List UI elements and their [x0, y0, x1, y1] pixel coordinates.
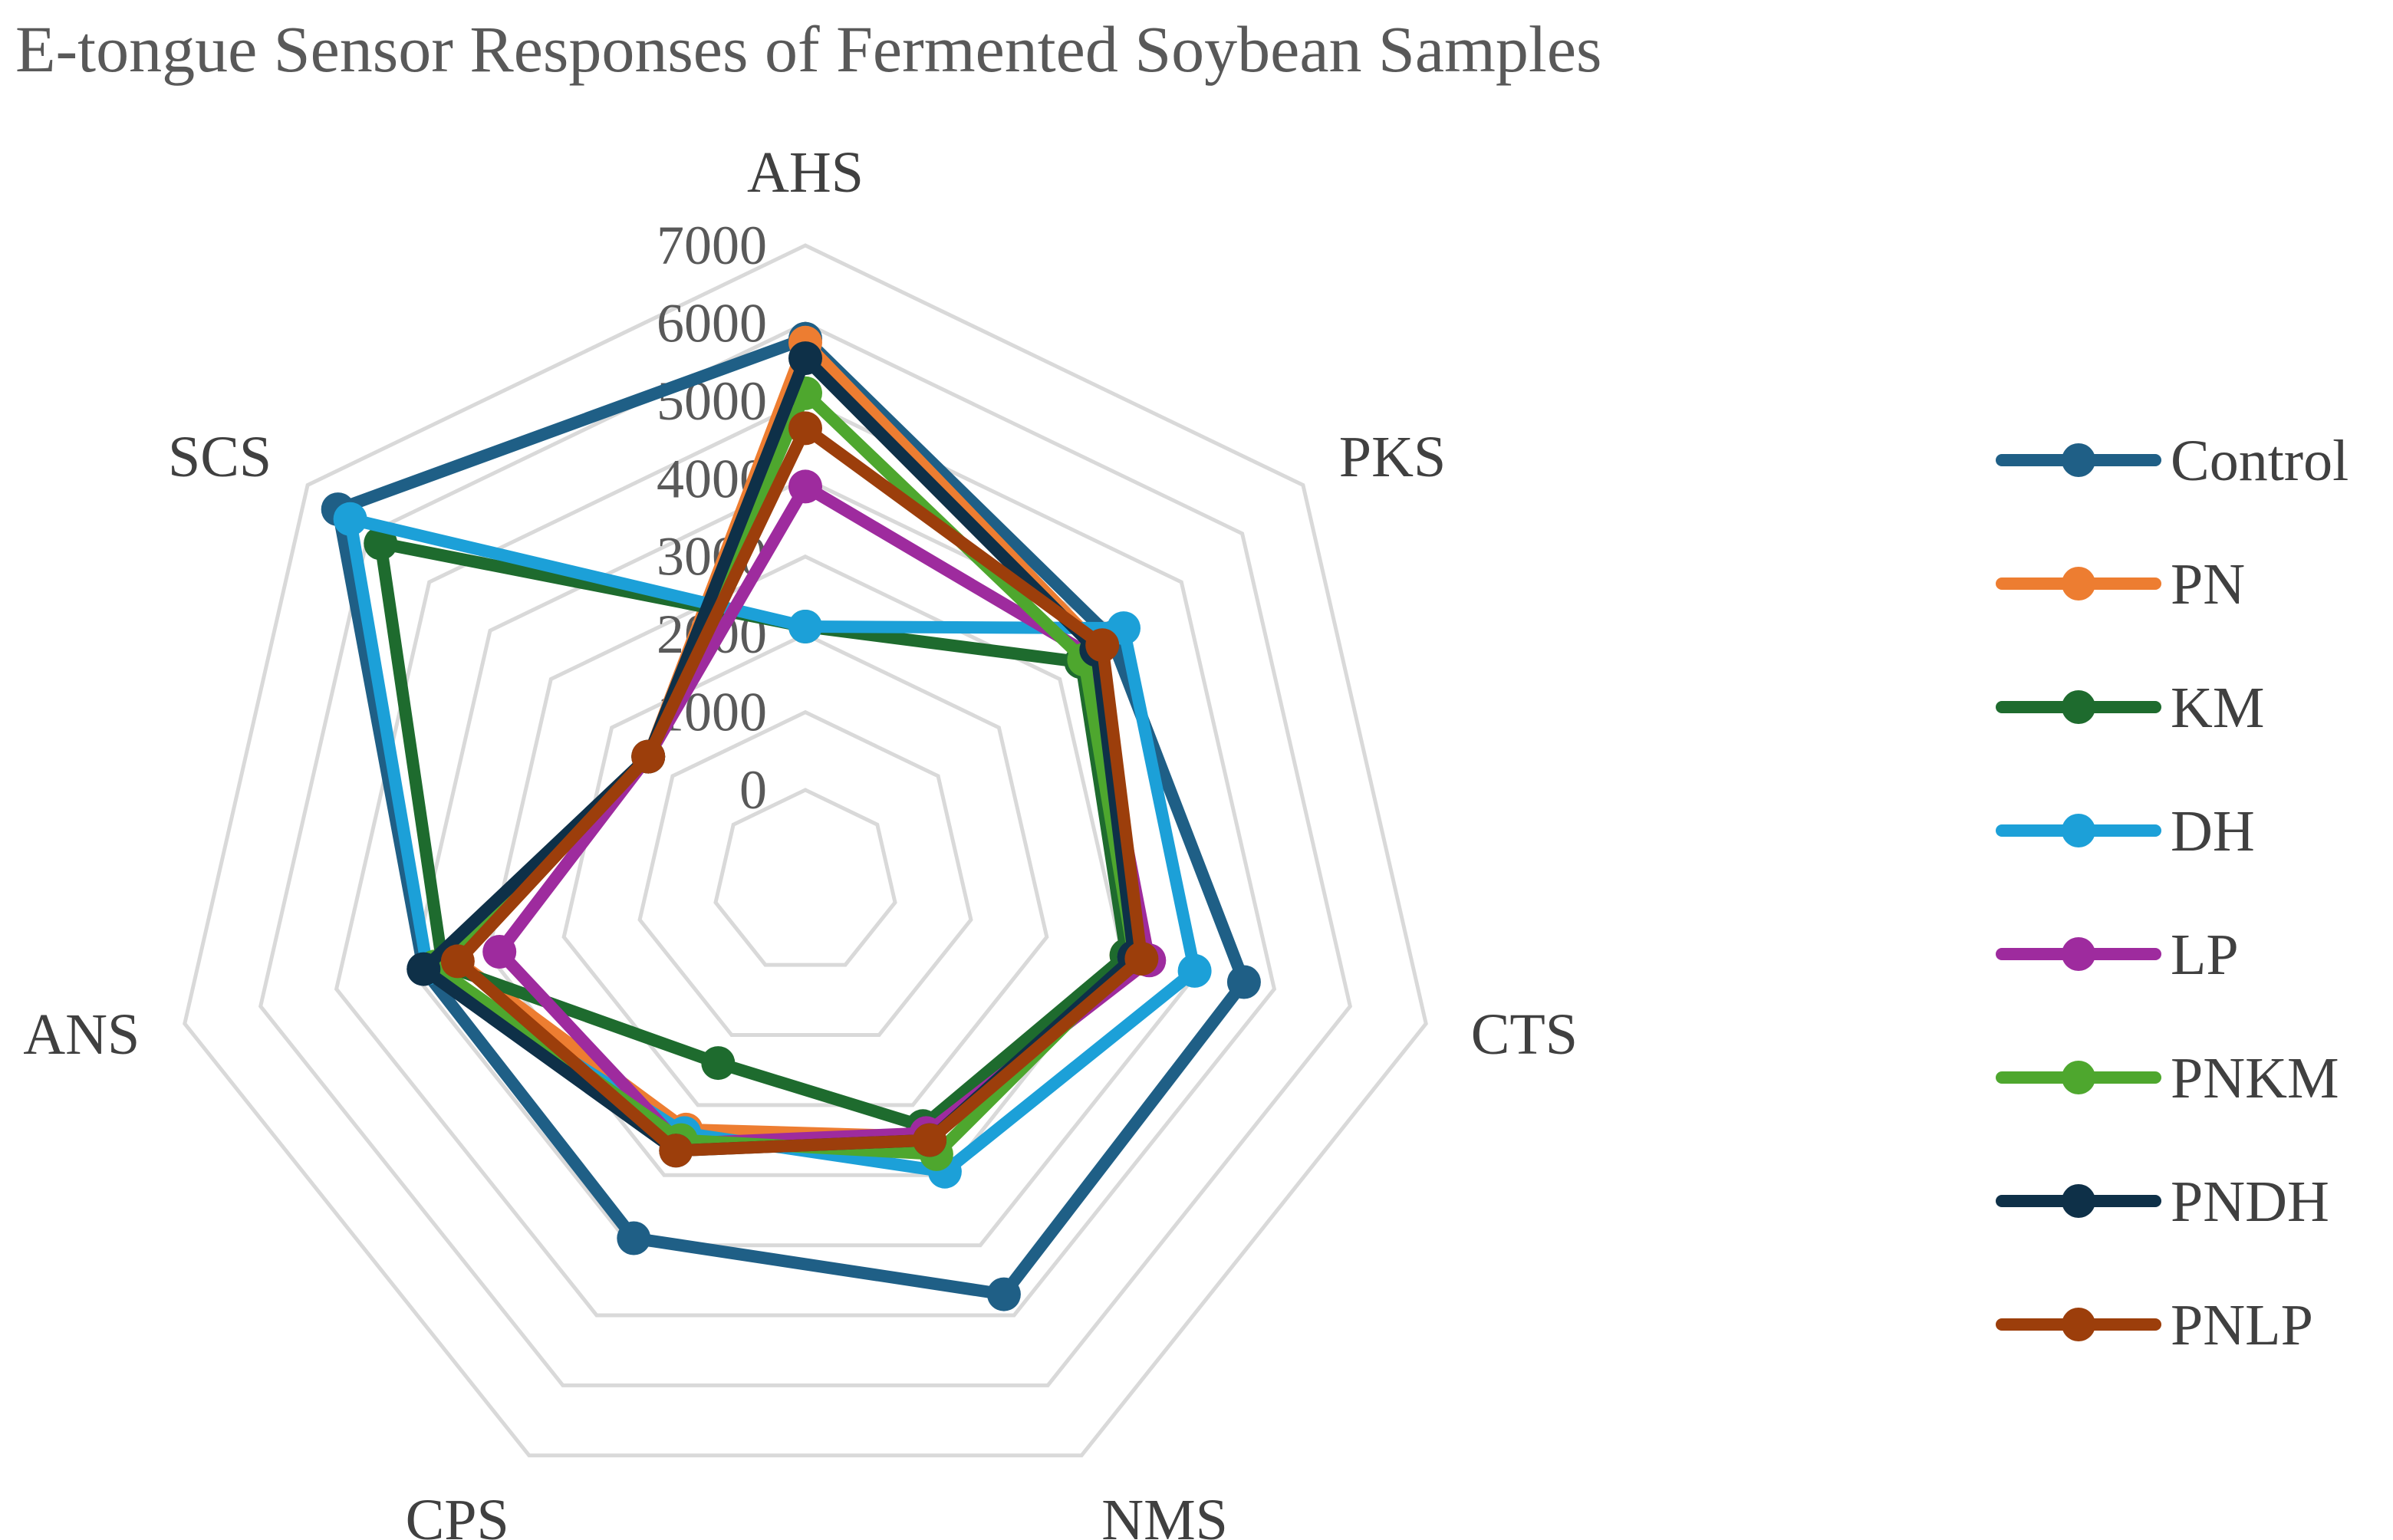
legend-item-pnlp[interactable]: PNLP: [1996, 1293, 2313, 1357]
grid-ring: [561, 632, 1049, 1107]
data-point-pnlp-ans: [440, 944, 475, 979]
legend-swatch-marker: [2062, 1308, 2095, 1341]
legend-swatch-marker: [2062, 814, 2095, 847]
series-pnlp: [440, 411, 1159, 1168]
tick-label: 7000: [657, 215, 767, 276]
tick-label: 6000: [657, 292, 767, 354]
data-point-lp-ahs: [788, 469, 822, 504]
axis-label-pks: PKS: [1339, 425, 1446, 489]
axis-label-layer: AHS PKS CTS NMS CPS ANS SCS: [23, 140, 1578, 1540]
legend-label: Control: [2171, 429, 2349, 493]
axis-label-scs: SCS: [168, 425, 272, 489]
legend-swatch-marker: [2062, 1184, 2095, 1218]
axis-label-nms: NMS: [1101, 1488, 1228, 1540]
grid-ring: [637, 709, 973, 1037]
grid-ring: [486, 554, 1125, 1177]
data-point-pndh-ans: [407, 952, 441, 986]
legend-item-pn[interactable]: PN: [1996, 552, 2245, 617]
legend-label: KM: [2171, 676, 2264, 740]
legend-label: PNDH: [2171, 1170, 2329, 1234]
axis-label-ans: ANS: [23, 1002, 140, 1067]
legend-item-lp[interactable]: LP: [1996, 923, 2239, 987]
legend-item-control[interactable]: Control: [1996, 429, 2349, 493]
data-point-pnlp-scs: [631, 739, 666, 774]
legend-label: DH: [2171, 799, 2255, 864]
legend-label: LP: [2171, 923, 2239, 987]
data-point-dh-ahs: [788, 610, 822, 643]
legend-label: PN: [2171, 552, 2245, 617]
grid-layer: [183, 243, 1428, 1458]
legend-swatch-marker: [2062, 1061, 2095, 1094]
legend-item-dh[interactable]: DH: [1996, 799, 2255, 864]
series-line-pnlp: [451, 422, 1148, 1157]
data-point-lp-ans: [482, 935, 517, 969]
grid-ring: [713, 788, 897, 967]
data-point-pnlp-cts: [1124, 942, 1159, 976]
axis-label-cts: CTS: [1471, 1002, 1578, 1067]
tick-label: 5000: [657, 370, 767, 432]
data-point-km-scs: [364, 526, 398, 561]
legend-item-pndh[interactable]: PNDH: [1996, 1170, 2329, 1234]
grid-ring: [183, 243, 1428, 1458]
legend-swatch-marker: [2062, 443, 2095, 477]
data-point-control-nms: [986, 1277, 1021, 1311]
data-point-pnlp-nms: [913, 1123, 947, 1157]
data-point-km-cps: [701, 1046, 736, 1081]
legend-swatch-marker: [2062, 937, 2095, 971]
axis-label-cps: CPS: [406, 1488, 509, 1540]
series-layer: [321, 321, 1261, 1311]
data-point-pnlp-pks: [1085, 628, 1120, 663]
legend-item-km[interactable]: KM: [1996, 676, 2264, 740]
legend-swatch-marker: [2062, 690, 2095, 724]
data-point-dh-scs: [333, 502, 367, 536]
legend-label: PNLP: [2171, 1293, 2313, 1357]
tick-label: 0: [739, 759, 767, 821]
data-point-pnlp-cps: [659, 1134, 693, 1168]
data-point-control-cps: [617, 1221, 651, 1255]
data-point-pnlp-ahs: [788, 411, 822, 446]
chart-title: E-tongue Sensor Responses of Fermented S…: [15, 12, 1602, 86]
data-point-control-cts: [1226, 965, 1261, 999]
legend-label: PNKM: [2171, 1046, 2339, 1111]
grid-ring: [334, 399, 1277, 1318]
axis-label-ahs: AHS: [747, 140, 864, 205]
legend-swatch-marker: [2062, 567, 2095, 601]
legend-item-pnkm[interactable]: PNKM: [1996, 1046, 2339, 1111]
data-point-dh-cts: [1177, 953, 1212, 988]
data-point-pndh-ahs: [788, 341, 822, 376]
grid-ring: [258, 321, 1353, 1387]
